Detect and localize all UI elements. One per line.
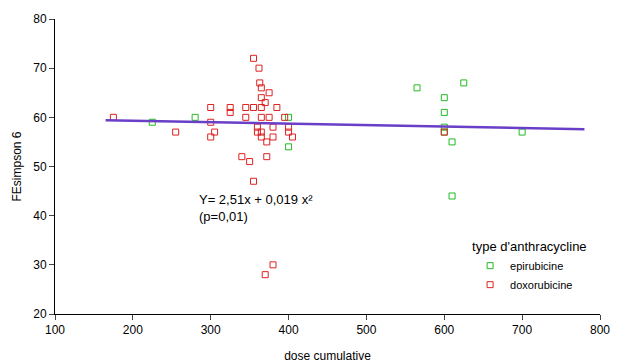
svg-text:30: 30	[33, 258, 47, 272]
svg-text:700: 700	[512, 323, 532, 337]
svg-text:200: 200	[123, 323, 143, 337]
svg-text:100: 100	[45, 323, 65, 337]
svg-text:500: 500	[356, 323, 376, 337]
svg-text:Y= 2,51x + 0,019 x²(p=0,01): Y= 2,51x + 0,019 x²(p=0,01)	[199, 192, 313, 224]
svg-text:80: 80	[33, 12, 47, 26]
svg-text:60: 60	[33, 111, 47, 125]
svg-text:50: 50	[33, 160, 47, 174]
svg-text:20: 20	[33, 307, 47, 321]
svg-text:400: 400	[279, 323, 299, 337]
svg-text:300: 300	[201, 323, 221, 337]
svg-text:epirubicine: epirubicine	[510, 260, 563, 272]
svg-text:FEsimpson 6: FEsimpson 6	[10, 131, 24, 201]
svg-text:type d'anthracycline: type d'anthracycline	[472, 239, 586, 254]
svg-text:800: 800	[590, 323, 610, 337]
svg-text:doxorubicine: doxorubicine	[510, 279, 572, 291]
svg-text:600: 600	[434, 323, 454, 337]
svg-text:40: 40	[33, 209, 47, 223]
svg-text:dose cumulative: dose cumulative	[284, 349, 371, 363]
svg-text:70: 70	[33, 61, 47, 75]
